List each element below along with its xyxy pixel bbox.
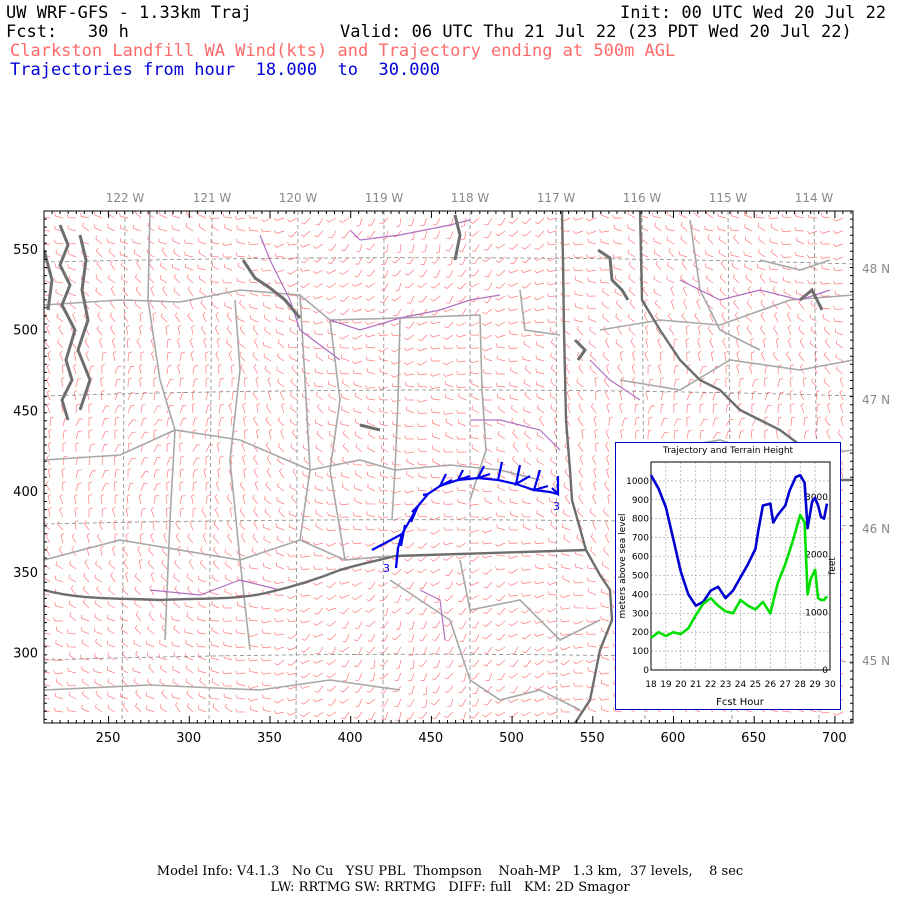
river-lines xyxy=(149,219,831,641)
inset-x-tick-label: 28 xyxy=(794,680,806,690)
map-title: UW WRF-GFS - 1.33km Traj xyxy=(6,3,252,23)
water-bodies xyxy=(44,214,824,432)
x-tick-label: 450 xyxy=(418,731,443,746)
county-lines xyxy=(44,211,853,711)
inset-ft-tick-label: 3000 xyxy=(805,493,828,503)
inset-y-tick-label: 500 xyxy=(632,571,649,581)
valid-time: Valid: 06 UTC Thu 21 Jul 22 (23 PDT Wed … xyxy=(340,22,852,42)
wind-barb-field xyxy=(44,211,844,721)
inset-ft-tick-label: 2000 xyxy=(805,551,828,561)
inset-x-tick-label: 29 xyxy=(809,680,821,690)
lat-label: 46 N xyxy=(862,522,890,536)
y-tick-label: 300 xyxy=(13,647,38,662)
y-tick-label: 550 xyxy=(13,243,38,258)
model-info-line2: LW: RRTMG SW: RRTMG DIFF: full KM: 2D Sm… xyxy=(270,880,630,895)
x-tick-label: 600 xyxy=(660,731,685,746)
map-subtitle: Clarkston Landfill WA Wind(kts) and Traj… xyxy=(10,41,676,61)
inset-y-tick-label: 1000 xyxy=(626,477,649,487)
terrain-height-line xyxy=(650,513,829,639)
inset-y-tick-label: 600 xyxy=(632,553,649,563)
inset-frame xyxy=(615,442,841,710)
lat-label: 48 N xyxy=(862,262,890,276)
inset-x-tick-label: 22 xyxy=(705,680,716,690)
x-tick-label: 350 xyxy=(257,731,282,746)
inset-x-tick-label: 25 xyxy=(750,680,761,690)
inset-feet-ticks: 3000 2000 1000 0 xyxy=(805,493,828,676)
y-axis-labels: 550 500 450 400 350 300 xyxy=(13,243,38,662)
lon-label: 119 W xyxy=(365,191,404,205)
inset-title: Trajectory and Terrain Height xyxy=(662,446,794,456)
lon-label: 120 W xyxy=(279,191,318,205)
traj-to: 30.000 xyxy=(378,60,440,80)
inset-x-ticks: 18 19 20 21 22 23 24 25 26 27 28 29 30 xyxy=(645,680,836,690)
traj-to-word: to xyxy=(337,60,359,80)
lon-label: 116 W xyxy=(623,191,662,205)
fcst-value: 30 h xyxy=(87,22,129,42)
inset-x-tick-label: 18 xyxy=(645,680,657,690)
trajectory-end-label: 3 xyxy=(553,500,560,513)
inset-x-tick-label: 24 xyxy=(735,680,747,690)
y-tick-label: 500 xyxy=(13,324,38,339)
x-tick-label: 300 xyxy=(176,731,201,746)
inset-y-tick-label: 300 xyxy=(632,609,649,619)
inset-grid xyxy=(651,462,830,670)
inset-ylabel-left: meters above sea level xyxy=(618,513,628,618)
lat-label: 45 N xyxy=(862,654,890,668)
lat-label: 47 N xyxy=(862,393,890,407)
x-axis-labels: 250 300 350 400 450 500 550 600 650 700 xyxy=(96,731,847,746)
inset-ylabel-right: feet xyxy=(828,557,838,575)
x-tick-label: 400 xyxy=(338,731,363,746)
inset-y-tick-label: 800 xyxy=(632,515,649,525)
inset-y-tick-label: 900 xyxy=(632,496,649,506)
y-tick-label: 350 xyxy=(13,566,38,581)
lon-label: 115 W xyxy=(709,191,748,205)
trajectory-path xyxy=(371,461,560,569)
lon-label: 121 W xyxy=(193,191,232,205)
inset-x-tick-label: 27 xyxy=(780,680,791,690)
inset-x-tick-label: 23 xyxy=(720,680,731,690)
inset-x-tick-label: 21 xyxy=(690,680,701,690)
x-tick-label: 550 xyxy=(580,731,605,746)
inset-y-tick-label: 200 xyxy=(632,628,649,638)
inset-ft-tick-label: 1000 xyxy=(805,608,828,618)
latitude-labels: 48 N 47 N 46 N 45 N xyxy=(862,262,890,668)
model-info-line1: Model Info: V4.1.3 No Cu YSU PBL Thompso… xyxy=(156,864,744,879)
inset-x-tick-label: 20 xyxy=(675,680,687,690)
trajectory-range: Trajectories from hour 18.000 to 30.000 xyxy=(10,61,440,79)
lon-label: 114 W xyxy=(795,191,834,205)
y-tick-label: 400 xyxy=(13,485,38,500)
inset-y-tick-label: 400 xyxy=(632,590,649,600)
inset-x-tick-label: 30 xyxy=(824,680,836,690)
wind-barbs xyxy=(44,211,844,721)
x-tick-label: 250 xyxy=(96,731,121,746)
traj-prefix: Trajectories from hour xyxy=(10,60,236,80)
y-tick-label: 450 xyxy=(13,404,38,419)
trajectory-height-line xyxy=(649,473,829,607)
forecast-hour: Fcst: 30 h xyxy=(6,23,129,41)
x-tick-label: 700 xyxy=(822,731,847,746)
x-tick-label: 650 xyxy=(741,731,766,746)
inset-x-tick-label: 19 xyxy=(660,680,672,690)
inset-series xyxy=(649,473,829,639)
trajectory-start-label: 3 xyxy=(383,562,390,575)
lon-label: 118 W xyxy=(451,191,490,205)
fcst-label: Fcst: xyxy=(6,22,58,42)
inset-x-tick-label: 26 xyxy=(765,680,777,690)
inset-chart: Trajectory and Terrain Height 1000900800… xyxy=(615,442,841,710)
lon-label: 117 W xyxy=(537,191,576,205)
x-tick-label: 500 xyxy=(499,731,524,746)
traj-from: 18.000 xyxy=(255,60,318,80)
map-frame xyxy=(43,210,854,724)
init-time: Init: 00 UTC Wed 20 Jul 22 xyxy=(620,3,887,23)
inset-ft-tick-label: 0 xyxy=(822,666,828,676)
inset-y-tick-label: 0 xyxy=(643,666,649,676)
inset-plot-area xyxy=(650,461,831,671)
lon-label: 122 W xyxy=(106,191,145,205)
inset-xlabel: Fcst Hour xyxy=(716,697,765,708)
longitude-labels: 122 W 121 W 120 W 119 W 118 W 117 W 116 W 115 W… xyxy=(106,191,834,205)
inset-y-tick-label: 100 xyxy=(632,647,649,657)
inset-y-tick-label: 700 xyxy=(632,534,649,544)
